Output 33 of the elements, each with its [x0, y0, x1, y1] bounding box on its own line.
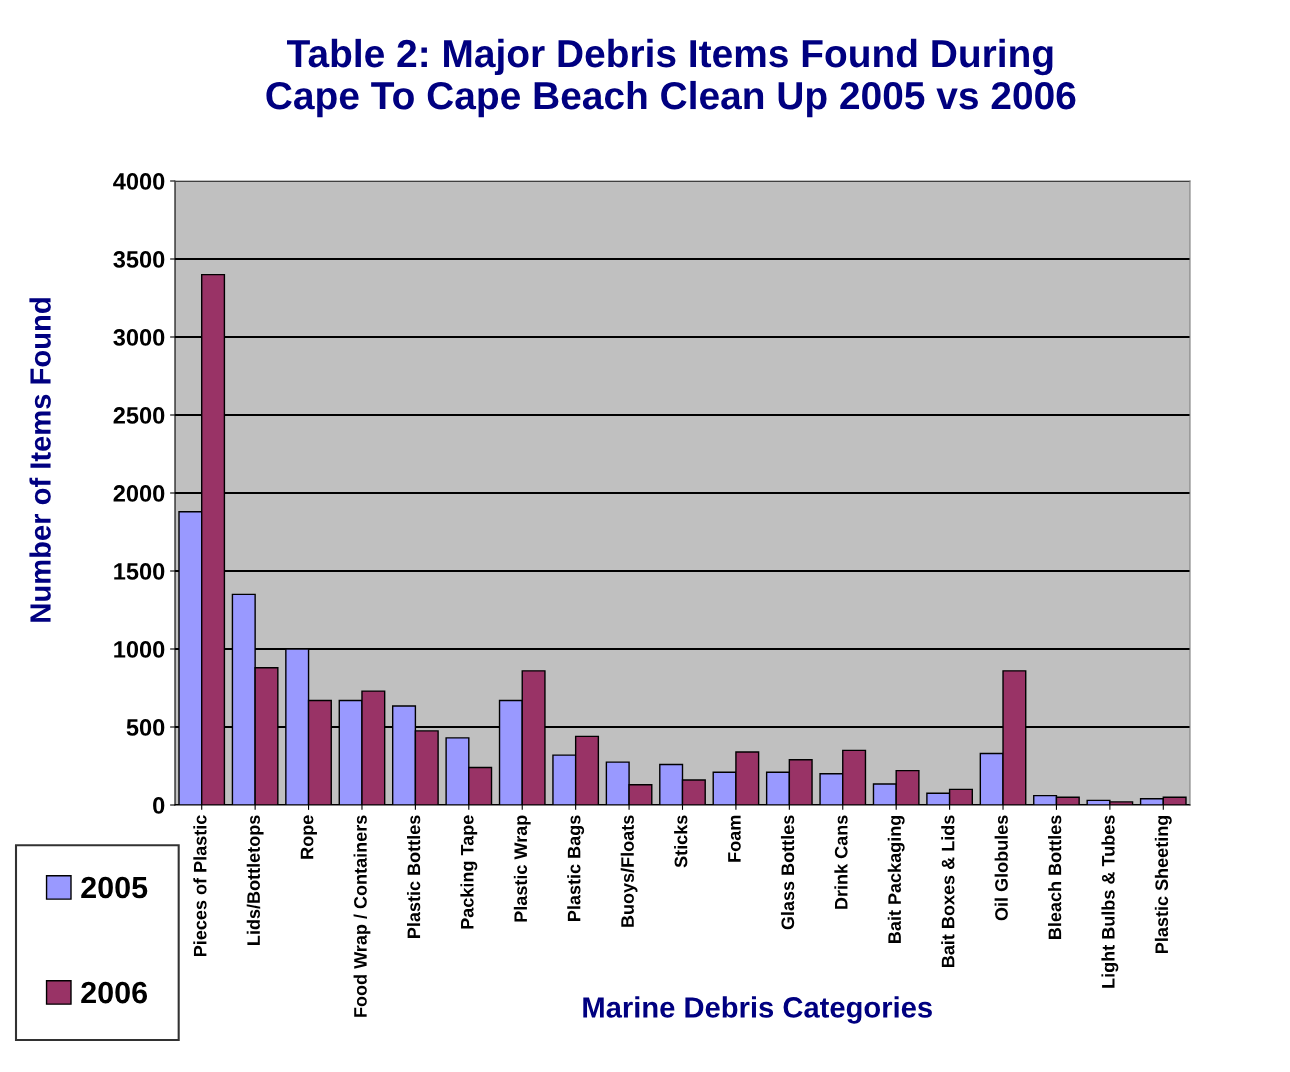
y-tick-label: 4000 — [113, 173, 165, 190]
x-tick-label: Bait Packaging — [887, 815, 905, 943]
x-tick-label: Bait Boxes & Lids — [941, 815, 955, 968]
y-axis-title: Number of Items Found — [29, 298, 51, 622]
y-tick-label: 0 — [153, 797, 165, 814]
x-tick-label: Pieces of Plastic — [193, 815, 207, 957]
x-tick-label: Bleach Bottles — [1048, 815, 1062, 939]
legend-label: 2005 — [81, 876, 148, 899]
y-tick-label: 500 — [126, 719, 165, 736]
y-tick-label: 3000 — [113, 329, 165, 346]
x-tick-label: Sticks — [674, 815, 688, 868]
x-tick-label: Plastic Wrap — [513, 815, 531, 922]
x-tick-label: Rope — [300, 815, 317, 859]
chart-title: Table 2: Major Debris Items Found During Cape To Cape Beach Clean Up 2005 vs 2006 — [266, 38, 1076, 118]
x-tick-label: Packing Tape — [460, 815, 478, 929]
x-tick-label: Drink Cans — [834, 815, 848, 909]
legend-label: 2006 — [81, 981, 148, 1004]
x-axis-title: Marine Debris Categories — [583, 996, 932, 1024]
x-tick-label: Plastic Bags — [567, 815, 585, 921]
y-tick-label: 2000 — [113, 485, 165, 502]
x-tick-label: Food Wrap / Containers — [353, 815, 371, 1017]
y-tick-label: 1500 — [114, 563, 165, 580]
x-tick-label: Plastic Sheeting — [1154, 815, 1172, 953]
x-tick-label: Glass Bottles — [780, 815, 795, 930]
y-tick-label: 1000 — [114, 641, 165, 658]
x-tick-label: Plastic Bottles — [406, 815, 421, 938]
x-tick-label: Light Bulbs & Tubes — [1101, 815, 1119, 988]
x-tick-label: Buoys/Floats — [620, 815, 638, 927]
x-tick-label: Lids/Bottletops — [246, 815, 264, 945]
y-tick-label: 3500 — [113, 251, 165, 268]
x-tick-label: Oil Globules — [994, 815, 1008, 921]
x-tick-label: Foam — [728, 815, 741, 862]
y-tick-label: 2500 — [113, 407, 165, 424]
